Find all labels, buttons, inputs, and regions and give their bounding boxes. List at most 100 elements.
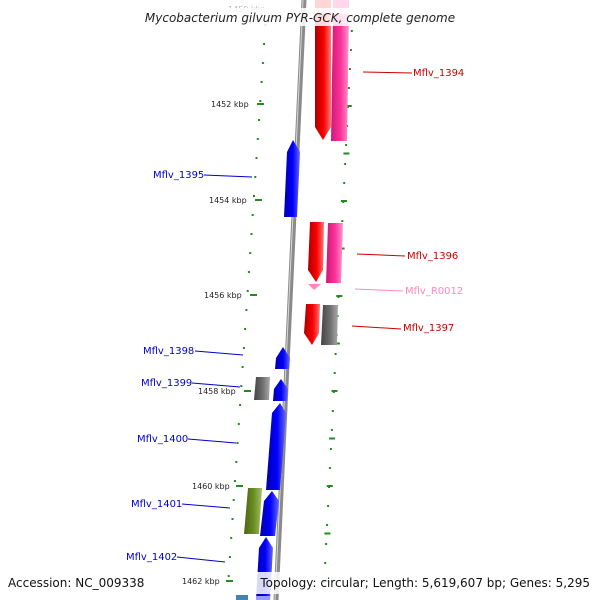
leader-line-mflv-1397: [351, 325, 402, 330]
scale-mark: [250, 294, 257, 296]
gene-feature-mflv-1400[interactable]: [266, 403, 286, 490]
tick-dot: [254, 176, 257, 178]
leader-line-mflv-1394: [362, 71, 413, 74]
gene-label-mflv-r0012[interactable]: Mflv_R0012: [405, 286, 463, 297]
tick-dot: [349, 49, 352, 51]
gene-labels: Mflv_1394 Mflv_1395 Mflv_1396 Mflv_R0012…: [126, 68, 464, 563]
label-leader-lines: [176, 71, 413, 563]
tick-dot: [344, 163, 347, 165]
tick-dot: [237, 423, 240, 425]
tick-dot: [259, 100, 262, 102]
gene-feature-mflv-1395[interactable]: [284, 140, 300, 217]
tick-dot: [231, 518, 234, 520]
leader-line-mflv-1402: [176, 556, 226, 563]
scale-mark: [257, 103, 264, 105]
scale-tick-track-left: [227, 24, 267, 577]
tick-dash: [336, 295, 343, 297]
scale-label-1454: 1454 kbp: [209, 196, 247, 205]
tick-dot: [251, 214, 254, 216]
tick-dot: [250, 233, 253, 235]
tick-dot: [331, 410, 334, 412]
tick-dot: [350, 30, 353, 32]
gene-label-mflv-1395[interactable]: Mflv_1395: [153, 170, 204, 181]
leader-line-mflv-1398: [194, 350, 244, 356]
tick-dot: [345, 144, 348, 146]
gene-feature-mflv-1398[interactable]: [275, 347, 290, 369]
accession-text: Accession: NC_009338: [8, 576, 144, 590]
tick-dot: [333, 372, 336, 374]
gene-feature-mflv-1394[interactable]: [331, 14, 349, 141]
gene-label-mflv-1400[interactable]: Mflv_1400: [137, 434, 188, 445]
gene-label-mflv-1397[interactable]: Mflv_1397: [403, 323, 454, 334]
tick-dot: [256, 138, 259, 140]
partial-feature-bottom: [256, 596, 270, 600]
map-title: Mycobacterium gilvum PYR-GCK, complete g…: [145, 11, 455, 25]
plus-strand-features: [304, 14, 349, 345]
tick-dot: [263, 43, 266, 45]
tick-dot: [330, 429, 333, 431]
tick-dot: [258, 119, 261, 121]
tick-dot: [242, 347, 245, 349]
gene-feature-mflv-1394a[interactable]: [315, 14, 331, 140]
scale-mark: [236, 485, 243, 487]
scale-mark: [255, 199, 262, 201]
genome-backbone: [273, 0, 307, 600]
gene-label-mflv-1394[interactable]: Mflv_1394: [413, 68, 464, 79]
tick-dot: [239, 404, 242, 406]
tick-dash: [329, 437, 336, 440]
tick-dot: [235, 461, 238, 463]
leader-line-mflv-1395: [203, 174, 253, 178]
tick-dot: [328, 467, 331, 469]
tick-dot: [255, 157, 258, 159]
gene-label-mflv-1396[interactable]: Mflv_1396: [407, 251, 458, 262]
tick-dot: [236, 442, 239, 444]
gene-label-mflv-1399[interactable]: Mflv_1399: [141, 378, 192, 389]
tick-dot: [325, 543, 328, 545]
scale-mark: [244, 390, 251, 392]
genome-backbone-highlight: [274, 0, 304, 600]
tick-dash: [326, 485, 333, 487]
tick-dash: [345, 105, 352, 107]
rna-feature-mflv-r0012[interactable]: [308, 284, 321, 290]
scale-label-1460: 1460 kbp: [192, 482, 230, 491]
gene-feature-mflv-1397[interactable]: [321, 305, 338, 345]
tick-dot: [240, 385, 243, 387]
leader-line-mflv-1399: [191, 382, 241, 388]
tick-dot: [329, 448, 332, 450]
tick-dot: [253, 195, 255, 197]
tick-dash: [343, 152, 350, 155]
tick-dot: [247, 271, 250, 273]
gene-label-mflv-1401[interactable]: Mflv_1401: [131, 499, 182, 510]
gene-feature-mflv-1397a[interactable]: [304, 304, 320, 345]
tick-dot: [334, 353, 337, 355]
partial-feature-bottom: [236, 595, 248, 600]
scale-label-1452: 1452 kbp: [211, 100, 249, 109]
tick-dot: [228, 556, 231, 558]
gene-feature-mflv-1396a[interactable]: [308, 222, 324, 282]
scale-label-1458: 1458 kbp: [198, 387, 236, 396]
gene-feature-mflv-1399a[interactable]: [254, 377, 270, 400]
gene-label-mflv-1402[interactable]: Mflv_1402: [126, 552, 177, 563]
leader-line-mflv-1401: [181, 503, 231, 509]
gene-label-mflv-1398[interactable]: Mflv_1398: [143, 346, 194, 357]
tick-dot: [341, 220, 344, 222]
tick-dot: [249, 252, 252, 254]
tick-dash: [331, 390, 338, 392]
tick-dot: [348, 68, 351, 70]
scale-mark: [226, 580, 233, 582]
tick-dot: [324, 562, 327, 564]
gene-feature-mflv-1396[interactable]: [326, 223, 343, 283]
gene-feature-mflv-1401[interactable]: [260, 491, 279, 536]
tick-dot: [245, 309, 248, 311]
tick-dot: [244, 328, 247, 330]
tick-dot: [241, 366, 244, 368]
footer-backdrop: [256, 572, 596, 594]
leader-line-mflv-r0012: [354, 288, 404, 292]
tick-dash: [324, 532, 331, 535]
tick-dot: [343, 182, 346, 184]
gene-feature-mflv-1401a[interactable]: [244, 488, 262, 534]
gene-feature-mflv-1399[interactable]: [273, 379, 288, 401]
scale-label-1462: 1462 kbp: [182, 577, 220, 586]
